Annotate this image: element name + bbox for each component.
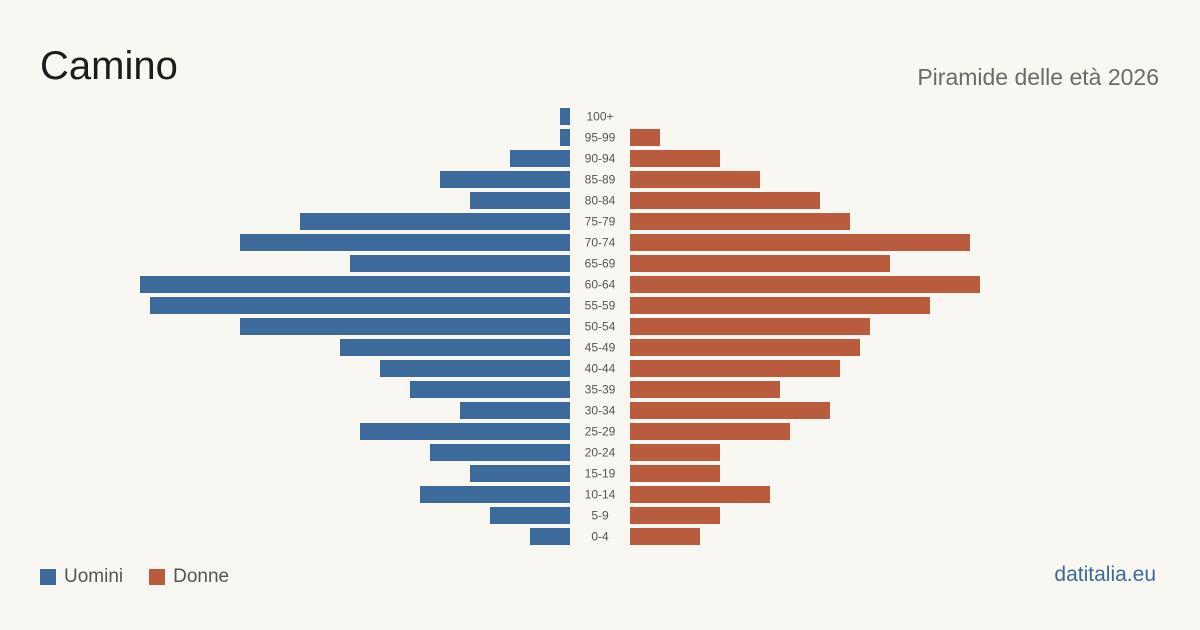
bar-female-0-4 [630,528,700,545]
bar-male-80-84 [470,192,570,209]
bar-male-30-34 [460,402,570,419]
bar-male-55-59 [150,297,570,314]
bar-female-30-34 [630,402,830,419]
bar-male-70-74 [240,234,570,251]
bar-female-50-54 [630,318,870,335]
bar-male-90-94 [510,150,570,167]
bar-female-35-39 [630,381,780,398]
legend-item-male: Uomini [40,566,123,588]
bar-female-40-44 [630,360,840,377]
age-label-60-64: 60-64 [585,278,616,292]
bar-female-95-99 [630,129,660,146]
age-label-100plus: 100+ [586,110,613,124]
bar-male-15-19 [470,465,570,482]
bar-male-65-69 [350,255,570,272]
chart-subtitle: Piramide delle età 2026 [917,64,1159,90]
age-label-70-74: 70-74 [585,236,616,250]
age-label-35-39: 35-39 [585,383,616,397]
bar-female-5-9 [630,507,720,524]
age-label-55-59: 55-59 [585,299,616,313]
legend-item-female: Donne [149,566,229,588]
bar-male-60-64 [140,276,570,293]
age-label-40-44: 40-44 [585,362,616,376]
age-label-95-99: 95-99 [585,131,616,145]
age-label-45-49: 45-49 [585,341,616,355]
bar-female-15-19 [630,465,720,482]
bar-female-75-79 [630,213,850,230]
legend-label-female: Donne [173,566,230,587]
bar-female-10-14 [630,486,770,503]
age-label-25-29: 25-29 [585,425,616,439]
bar-female-80-84 [630,192,820,209]
legend-label-male: Uomini [64,566,124,587]
age-label-75-79: 75-79 [585,215,616,229]
bar-male-45-49 [340,339,570,356]
age-label-80-84: 80-84 [585,194,616,208]
bar-male-5-9 [490,507,570,524]
bar-male-35-39 [410,381,570,398]
bar-female-85-89 [630,171,760,188]
age-label-10-14: 10-14 [585,488,616,502]
bar-male-100plus [560,108,570,125]
legend-swatch-female [149,569,166,585]
bar-male-50-54 [240,318,570,335]
legend-swatch-male [40,569,56,585]
bar-male-0-4 [530,528,570,545]
age-label-20-24: 20-24 [585,446,616,460]
bar-male-20-24 [430,444,570,461]
age-label-15-19: 15-19 [585,467,616,481]
bar-female-45-49 [630,339,860,356]
bar-female-60-64 [630,276,980,293]
bar-female-65-69 [630,255,890,272]
chart-title: Camino [40,44,178,88]
bar-male-40-44 [380,360,570,377]
legend: Uomini Donne [40,566,255,588]
age-label-0-4: 0-4 [591,530,609,544]
age-label-90-94: 90-94 [585,152,616,166]
age-label-85-89: 85-89 [585,173,616,187]
bar-male-75-79 [300,213,570,230]
bar-male-95-99 [560,129,570,146]
age-label-5-9: 5-9 [591,509,609,523]
bar-female-25-29 [630,423,790,440]
bar-male-85-89 [440,171,570,188]
age-label-65-69: 65-69 [585,257,616,271]
bar-male-25-29 [360,423,570,440]
bar-female-20-24 [630,444,720,461]
bar-female-90-94 [630,150,720,167]
bar-male-10-14 [420,486,570,503]
age-label-50-54: 50-54 [585,320,616,334]
brand-link[interactable]: datitalia.eu [1054,563,1156,586]
bar-female-55-59 [630,297,930,314]
bar-female-70-74 [630,234,970,251]
age-label-30-34: 30-34 [585,404,616,418]
